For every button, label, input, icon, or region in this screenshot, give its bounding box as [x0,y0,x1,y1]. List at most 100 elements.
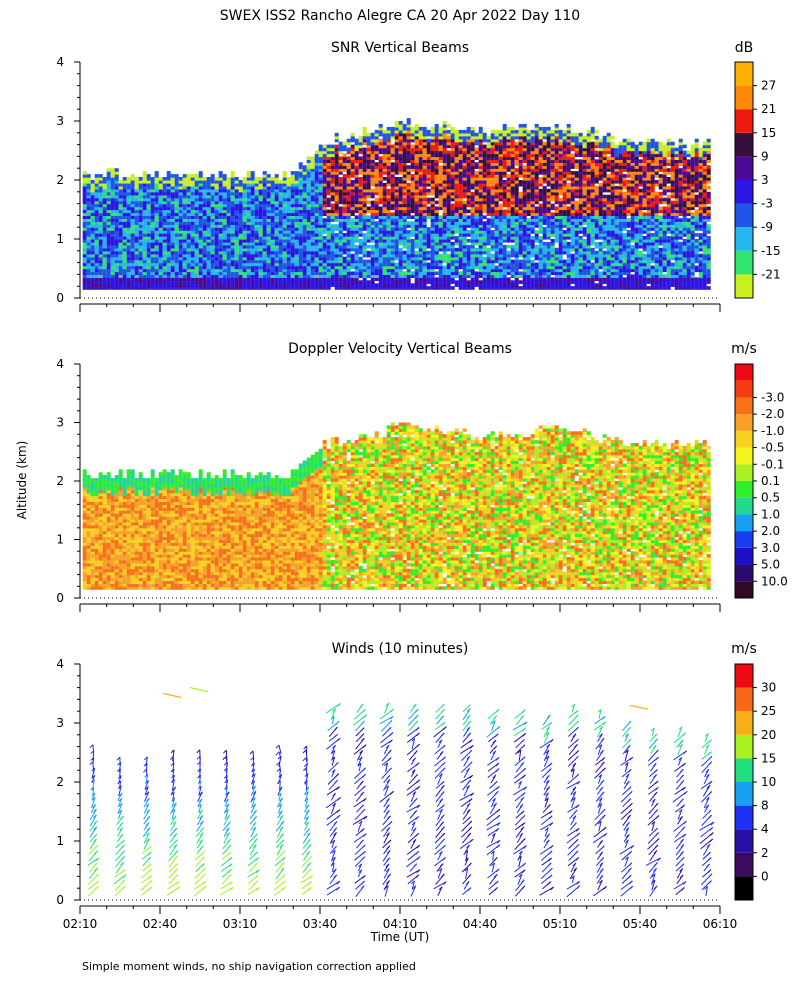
heatmap-cell [142,185,147,190]
heatmap-cell [518,230,523,234]
heatmap-cell [350,188,355,193]
heatmap-cell [490,182,495,187]
heatmap-cell [290,218,295,222]
heatmap-cell [450,230,455,234]
heatmap-cell [274,212,279,216]
heatmap-cell [170,200,175,205]
heatmap-cell [426,165,431,169]
heatmap-cell [102,197,107,202]
heatmap-cell [222,236,227,240]
heatmap-cell [354,221,359,225]
heatmap-cell [94,180,99,184]
heatmap-cell [346,141,351,146]
heatmap-cell [118,203,123,208]
heatmap-cell [370,132,375,137]
heatmap-cell [402,168,407,172]
heatmap-cell [118,274,123,278]
heatmap-cell [266,236,271,240]
heatmap-cell [458,250,463,255]
heatmap-cell [82,191,87,196]
heatmap-cell [290,206,295,211]
heatmap-cell [330,188,335,193]
heatmap-cell [270,239,275,243]
heatmap-cell [150,185,155,190]
heatmap-cell [182,247,187,252]
heatmap-cell [246,286,251,290]
heatmap-cell [286,283,291,287]
heatmap-cell [382,182,387,187]
heatmap-cell [370,200,375,205]
heatmap-cell [338,200,343,205]
heatmap-cell [254,256,259,261]
heatmap-cell [334,203,339,208]
heatmap-cell [174,256,179,261]
heatmap-cell [434,250,439,255]
heatmap-cell [490,194,495,199]
heatmap-cell [90,280,95,284]
heatmap-cell [354,197,359,202]
heatmap-cell [162,200,167,205]
heatmap-cell [518,156,523,160]
heatmap-cell [350,233,355,237]
heatmap-cell [274,262,279,267]
heatmap-cell [118,250,123,255]
heatmap-cell [302,180,307,184]
heatmap-cell [398,256,403,261]
heatmap-cell [166,197,171,202]
heatmap-cell [410,274,415,278]
heatmap-cell [322,253,327,258]
heatmap-cell [102,268,107,273]
heatmap-cell [342,156,347,160]
heatmap-cell [110,194,115,199]
heatmap-cell [382,280,387,284]
heatmap-cell [498,253,503,258]
heatmap-cell [314,159,319,163]
heatmap-cell [154,221,159,225]
heatmap-cell [138,218,143,222]
heatmap-cell [402,144,407,149]
heatmap-cell [166,171,171,175]
heatmap-cell [442,159,447,163]
heatmap-cell [254,221,259,225]
heatmap-cell [446,241,451,246]
heatmap-cell [498,262,503,267]
heatmap-cell [234,206,239,211]
heatmap-cell [118,247,123,252]
heatmap-cell [250,206,255,211]
heatmap-cell [398,241,403,246]
heatmap-cell [182,241,187,246]
heatmap-cell [410,174,415,178]
heatmap-cell [510,135,515,140]
heatmap-cell [302,239,307,243]
heatmap-cell [502,274,507,278]
heatmap-cell [290,239,295,243]
heatmap-cell [126,230,131,234]
heatmap-cell [174,209,179,214]
heatmap-cell [238,215,243,219]
heatmap-cell [90,241,95,246]
heatmap-cell [438,132,443,137]
heatmap-cell [414,132,419,137]
heatmap-cell [482,215,487,219]
heatmap-cell [522,174,527,178]
heatmap-cell [178,206,183,211]
heatmap-cell [166,185,171,190]
heatmap-cell [462,286,467,290]
heatmap-cell [218,274,223,278]
heatmap-cell [170,203,175,208]
heatmap-cell [490,221,495,225]
heatmap-cell [250,230,255,234]
heatmap-cell [190,286,195,290]
heatmap-cell [398,132,403,137]
heatmap-cell [166,274,171,278]
heatmap-cell [350,197,355,202]
heatmap-cell [158,259,163,264]
heatmap-cell [414,215,419,219]
heatmap-cell [482,159,487,163]
heatmap-cell [394,221,399,225]
heatmap-cell [454,230,459,234]
heatmap-cell [190,191,195,196]
heatmap-cell [118,233,123,237]
heatmap-cell [142,253,147,258]
heatmap-cell [258,247,263,252]
